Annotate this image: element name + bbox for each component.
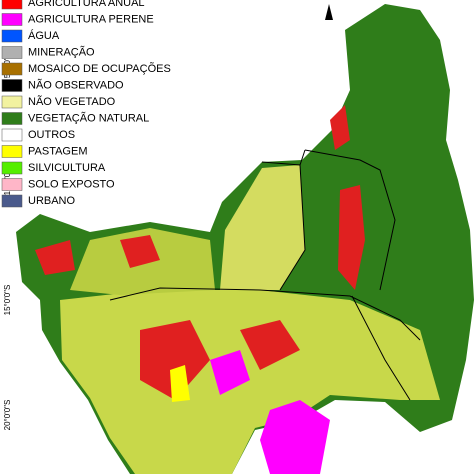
legend-label: SOLO EXPOSTO [28,178,115,190]
legend-label: PASTAGEM [28,145,88,157]
legend-label: NÃO VEGETADO [28,95,116,108]
crop-patch [240,320,300,370]
legend-label: AGRICULTURA PERENE [28,13,154,25]
pasture-patch [170,365,190,402]
legend-label: VEGETAÇÃO NATURAL [28,111,149,124]
legend-label: AGRICULTURA ANUAL [28,0,145,9]
arrow-icon [325,4,333,20]
crop-patch [330,105,350,150]
crop-patch [120,235,160,268]
legend-label: SILVICULTURA [28,162,106,174]
legend-swatch [1,13,23,26]
legend-label: NÃO OBSERVADO [28,78,124,91]
boundary [109,149,421,401]
legend-swatch [1,29,23,43]
legend-swatch [1,95,23,109]
latitude-label: 15°0'0"S [3,285,12,316]
legend: AGRICULTURA ANUAL AGRICULTURA PERENE ÁGUA M… [1,0,171,208]
legend-swatch [1,194,23,208]
legend-label: MOSAICO DE OCUPAÇÕES [28,62,171,75]
legend-swatch [1,0,23,10]
legend-swatch [1,128,23,142]
north-label: N [326,0,331,2]
perennial-patch [260,400,330,474]
legend-swatch [1,145,23,158]
legend-swatch [1,112,23,125]
legend-swatch [1,62,23,76]
legend-swatch [1,46,23,59]
legend-label: ÁGUA [28,29,60,42]
crop-patch [338,185,365,290]
latitude-labels: 5°0'0"S10°0'0"S15°0'0"S20°0'0"S [3,52,12,430]
dry-area [220,165,305,290]
legend-swatch [1,79,23,92]
dry-area [60,290,440,474]
legend-label: OUTROS [28,129,75,141]
legend-swatch [1,178,23,191]
map-area [16,4,474,474]
latitude-label: 20°0'0"S [3,400,12,431]
crop-patch [140,320,210,400]
crop-patch [35,240,75,275]
legend-swatch [1,161,23,175]
perennial-patch [210,350,250,395]
legend-label: MINERAÇÃO [28,45,95,58]
north-arrow: N [325,0,333,20]
legend-label: URBANO [28,195,76,207]
